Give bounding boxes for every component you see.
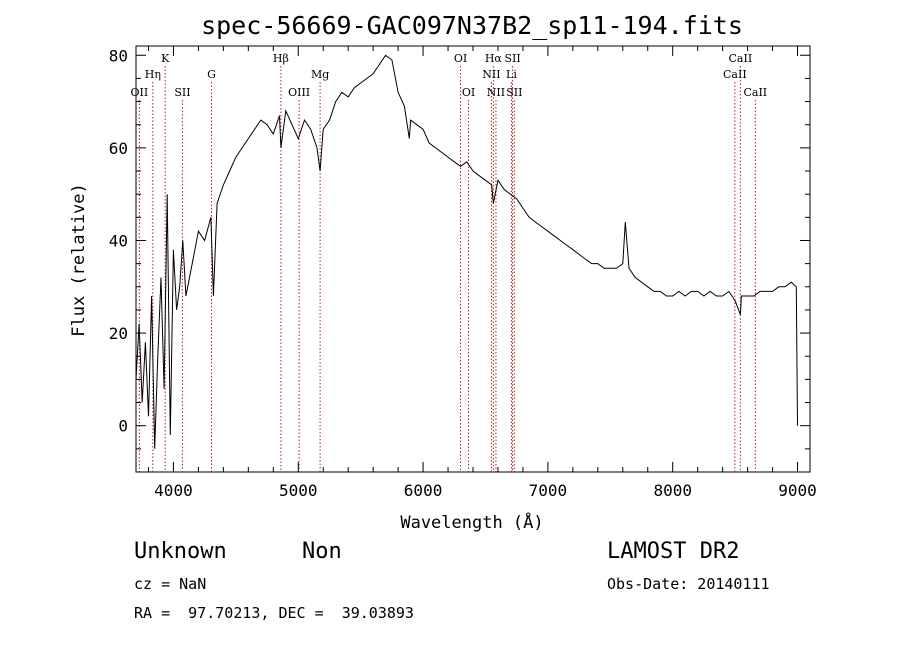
spectral-line-label: NII [487, 86, 505, 99]
spectral-line-label: K [161, 52, 170, 65]
spectrum-series-line [135, 54, 798, 449]
spectral-line-labels: OIIHηKSIIGHβOIIIMgOIOIHαNIINIISIILiSIICa… [131, 52, 768, 99]
x-tick-label: 7000 [529, 481, 568, 500]
x-tick-label: 4000 [154, 481, 193, 500]
spectral-line-label: OII [131, 86, 149, 99]
spectral-line-label: Li [506, 68, 517, 81]
x-axis: 4000 5000 6000 7000 8000 9000 [147, 46, 817, 500]
chart-title: spec-56669-GAC097N37B2_sp11-194.fits [201, 11, 743, 40]
spectral-line-label: Mg [311, 68, 329, 81]
plot-frame [135, 45, 811, 473]
spectral-line-label: OI [462, 86, 475, 99]
y-tick-label: 60 [109, 139, 128, 158]
spectral-line-label: OI [454, 52, 467, 65]
spectral-line-label: SII [174, 86, 190, 99]
spectral-line-label: SII [504, 52, 520, 65]
spectral-line-label: CaII [729, 52, 753, 65]
x-tick-label: 6000 [404, 481, 443, 500]
x-tick-label: 5000 [279, 481, 318, 500]
spectral-line-label: CaII [743, 86, 767, 99]
y-tick-label: 20 [109, 324, 128, 343]
spectral-line-label: CaII [723, 68, 747, 81]
observation-date: Obs-Date: 20140111 [607, 575, 770, 593]
spectral-line-label: OIII [288, 86, 310, 99]
y-axis: 0 20 40 60 80 [109, 46, 810, 473]
survey-name: LAMOST DR2 [607, 539, 740, 564]
spectral-line-label: G [207, 68, 216, 81]
x-tick-label: 9000 [778, 481, 817, 500]
spectral-line-label: Hη [145, 68, 161, 81]
y-axis-label: Flux (relative) [69, 183, 89, 337]
spectral-line-label: SII [506, 86, 522, 99]
spectral-class: Unknown [134, 539, 227, 564]
y-tick-label: 80 [109, 46, 128, 65]
y-tick-label: 0 [118, 417, 128, 436]
x-tick-label: 8000 [653, 481, 692, 500]
redshift-cz: cz = NaN [134, 575, 207, 593]
spectral-line-label: Hβ [273, 52, 289, 65]
sky-coordinates: RA = 97.70213, DEC = 39.03893 [134, 604, 414, 622]
spectral-line-label: Hα [485, 52, 503, 65]
y-tick-label: 40 [109, 231, 128, 250]
spectral-line-label: NII [482, 68, 500, 81]
x-axis-label: Wavelength (Å) [400, 511, 543, 533]
spectral-subclass: Non [302, 539, 342, 564]
spectral-line-markers [138, 66, 756, 472]
